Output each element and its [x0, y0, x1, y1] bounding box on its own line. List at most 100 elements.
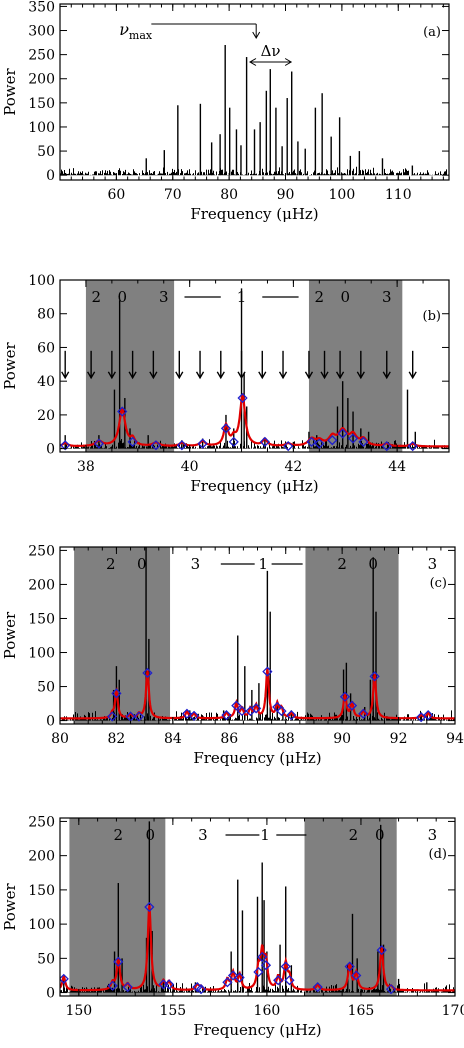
- y-tick-label: 200: [28, 849, 55, 865]
- fitted-mode-marker: [314, 438, 325, 449]
- x-tick-label: 84: [164, 731, 182, 747]
- fitted-mode-marker: [220, 423, 232, 434]
- fitted-mode-marker: [221, 710, 232, 721]
- fitted-mode-marker: [276, 705, 287, 717]
- plot-area: [60, 818, 455, 996]
- y-tick-label: 100: [28, 273, 55, 289]
- fitted-mode-marker: [231, 700, 242, 711]
- y-tick-label: 80: [37, 307, 55, 323]
- x-tick-label: 86: [220, 731, 238, 747]
- fitted-mode-marker: [113, 956, 124, 967]
- degree-label: 3: [191, 555, 201, 573]
- mode-arrow-head: [258, 371, 267, 380]
- x-tick-label: 80: [51, 731, 69, 747]
- y-tick-label: 60: [37, 340, 55, 356]
- y-tick-label: 50: [37, 144, 55, 160]
- fitted-mode-marker: [423, 710, 434, 721]
- degree-label: 0: [368, 555, 378, 573]
- mode-arrow-head: [304, 371, 314, 380]
- fitted-mode-marker: [197, 438, 208, 449]
- degree-label: 2: [106, 555, 116, 573]
- y-tick-label: 100: [28, 646, 55, 662]
- fitted-mode-marker: [236, 705, 248, 717]
- fitted-mode-marker: [369, 671, 380, 682]
- panel-a: νmax Δν 60 70 80 90 100 110 0 50 100 150 200 250 300 35…: [1, 0, 450, 223]
- fitted-mode-marker: [60, 440, 71, 451]
- degree-label: 2: [337, 555, 347, 573]
- y-tick-label: 200: [28, 72, 55, 88]
- x-tick-label: 80: [220, 187, 238, 203]
- degree-label: 1: [258, 555, 268, 573]
- fitted-mode-marker: [163, 979, 175, 990]
- x-tick-label: 38: [77, 459, 95, 475]
- panel-label: (c): [430, 576, 447, 591]
- fitted-mode-marker: [260, 960, 272, 971]
- mode-arrow-head: [237, 371, 246, 380]
- mode-arrow-head: [382, 371, 391, 380]
- x-tick-label: 155: [159, 1003, 186, 1019]
- degree-label: 0: [340, 288, 350, 306]
- degree-label: 0: [146, 826, 156, 844]
- axes-frame: [59, 279, 450, 453]
- fitted-mode-marker: [122, 981, 133, 993]
- degree-label: 3: [428, 826, 438, 844]
- x-axis-label: Frequency (μHz): [193, 749, 321, 767]
- y-tick-label: 200: [28, 577, 55, 593]
- y-tick-label: 50: [37, 680, 55, 696]
- x-tick-label: 150: [65, 1003, 92, 1019]
- panel-label: (d): [429, 847, 447, 862]
- y-tick-label: 100: [28, 917, 55, 933]
- fitted-mode-marker: [286, 710, 297, 721]
- fitted-mode-marker: [144, 901, 155, 913]
- degree-label: 2: [92, 288, 102, 306]
- panel-b: 2 0 3 1 2 0 338 40 42 44020406080100(b)Frequency …: [1, 273, 450, 495]
- x-tick-label: 170: [442, 1003, 464, 1019]
- mode-arrow-head: [356, 371, 365, 380]
- fitted-mode-marker: [358, 436, 369, 448]
- fitted-mode-marker: [176, 440, 188, 451]
- y-tick-label: 40: [37, 374, 55, 390]
- fitted-mode-marker: [327, 435, 338, 446]
- x-tick-label: 90: [333, 731, 351, 747]
- x-tick-label: 94: [446, 731, 464, 747]
- x-axis-label: Frequency (μHz): [190, 205, 318, 223]
- fitted-mode-marker: [339, 691, 351, 702]
- fitted-mode-marker: [358, 708, 369, 719]
- fitted-mode-marker: [283, 440, 294, 452]
- fitted-mode-marker: [227, 970, 239, 981]
- fitted-mode-marker: [117, 406, 128, 417]
- mode-arrow-head: [335, 371, 345, 380]
- x-tick-label: 42: [284, 459, 302, 475]
- fitted-mode-marker: [381, 440, 392, 452]
- y-tick-label: 0: [46, 986, 55, 1002]
- fitted-mode-marker: [344, 961, 355, 972]
- y-tick-label: 0: [46, 442, 55, 458]
- axes-frame: [59, 817, 456, 997]
- fitted-mode-marker: [222, 977, 233, 988]
- fitted-mode-marker: [346, 700, 358, 711]
- mode-arrow-head: [128, 371, 137, 380]
- fitted-mode-marker: [234, 972, 245, 983]
- fitted-mode-marker: [188, 710, 200, 721]
- y-tick-label: 20: [37, 408, 55, 424]
- fitted-mode-marker: [262, 666, 273, 677]
- shaded-region: [74, 547, 171, 724]
- x-tick-label: 110: [385, 187, 412, 203]
- degree-label: 1: [260, 826, 270, 844]
- x-tick-label: 160: [254, 1003, 281, 1019]
- degree-label: 0: [117, 288, 127, 306]
- degree-label: 2: [114, 826, 124, 844]
- fitted-mode-marker: [228, 436, 239, 448]
- mode-arrow-head: [175, 371, 184, 380]
- fitted-mode-marker: [127, 436, 138, 448]
- fitted-mode-marker: [376, 945, 387, 956]
- x-tick-label: 40: [181, 459, 199, 475]
- fitted-mode-marker: [259, 436, 270, 448]
- degree-label: 3: [428, 555, 438, 573]
- x-axis-label: Frequency (μHz): [190, 477, 318, 495]
- fitted-mode-marker: [257, 951, 268, 963]
- mode-arrow-head: [87, 371, 96, 380]
- fitted-mode-marker: [111, 688, 122, 699]
